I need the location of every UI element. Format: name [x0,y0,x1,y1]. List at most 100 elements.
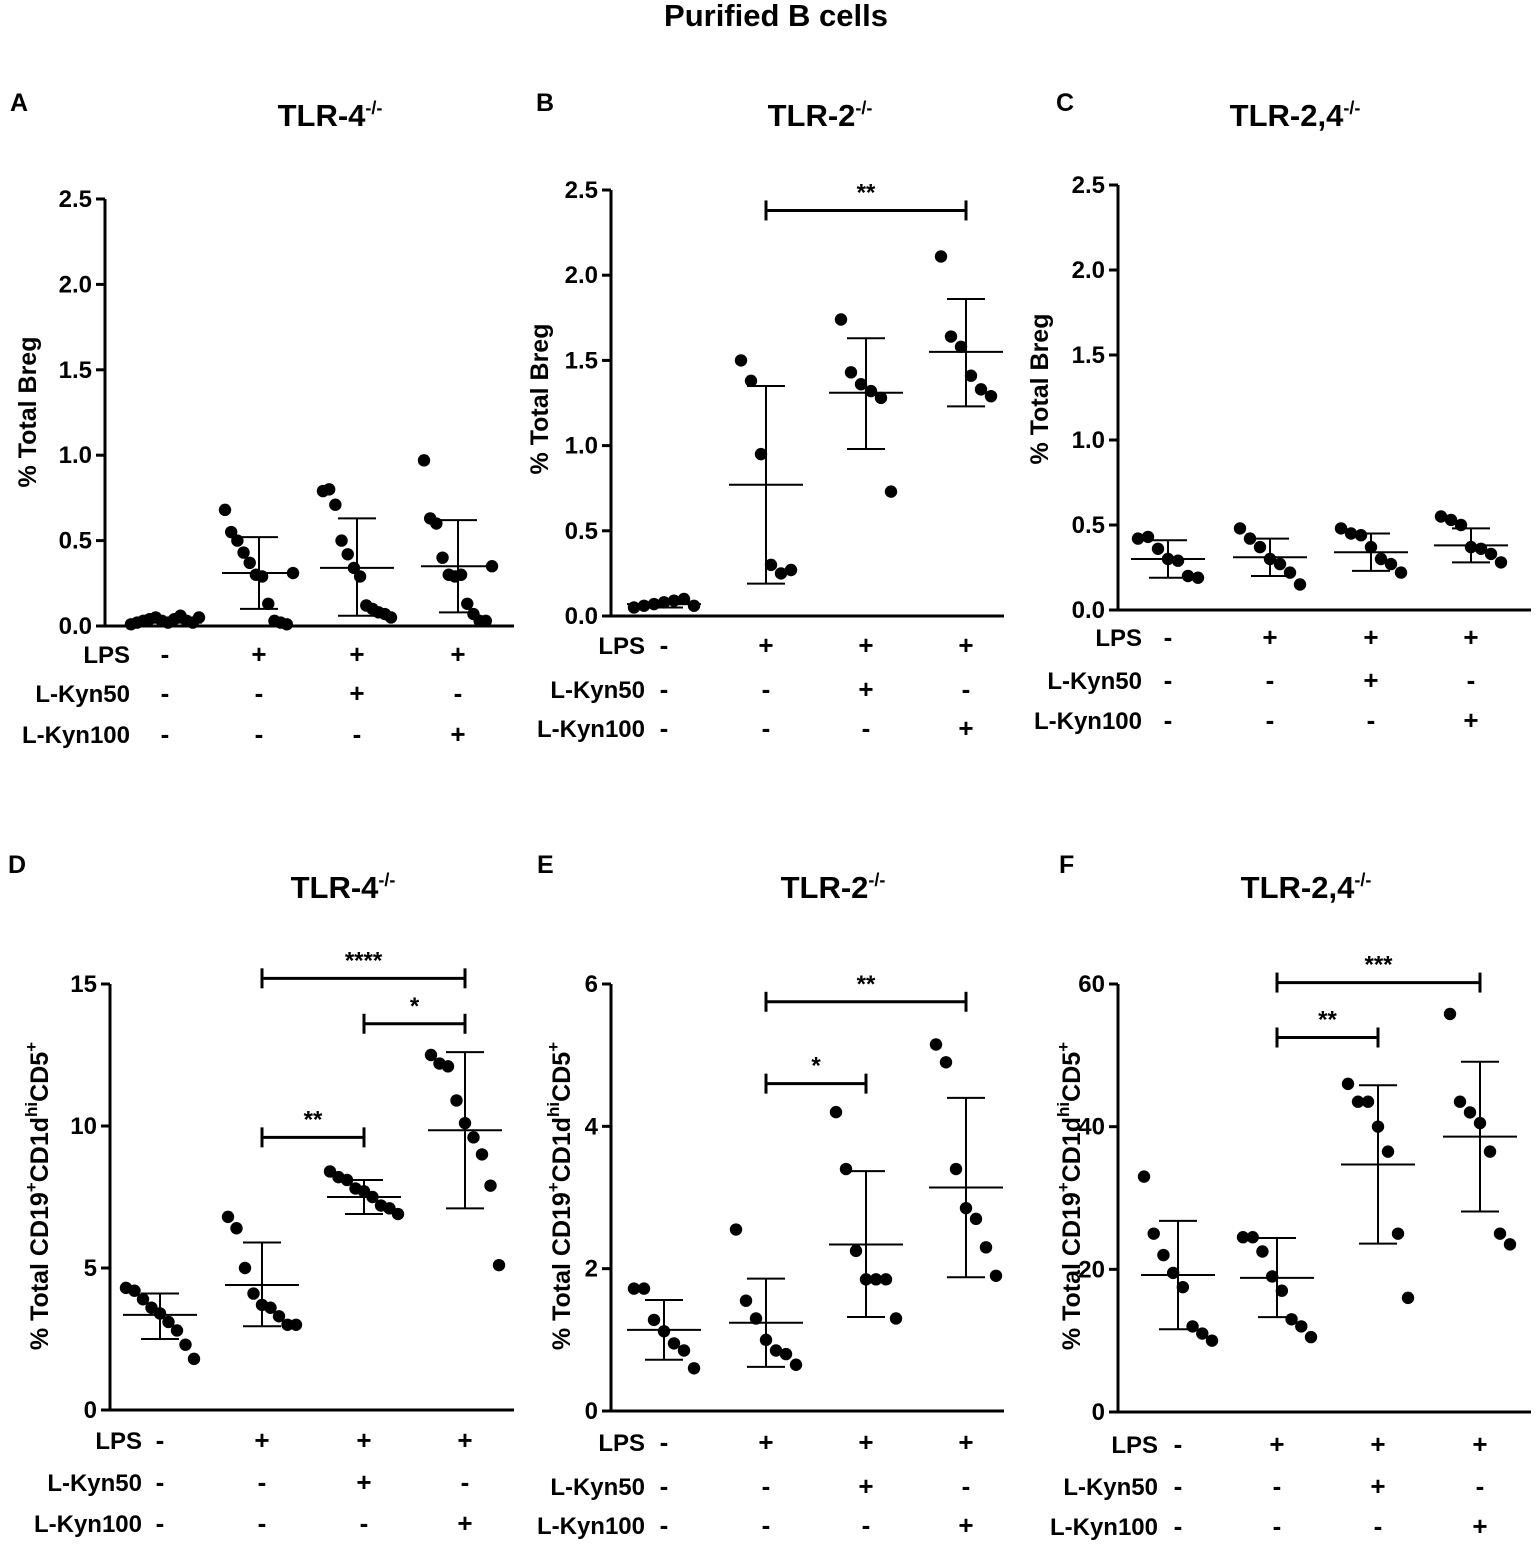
treatment-symbol: + [958,1427,973,1457]
treatment-symbol: - [353,719,362,749]
y-axis-label-part: % Total CD19 [1058,1192,1086,1350]
data-point [889,1312,903,1325]
data-point [979,1241,993,1254]
data-point [289,1318,303,1332]
group-2 [829,313,903,498]
treatment-symbol: - [255,719,264,749]
treatment-symbol: + [958,1510,973,1540]
panel-letter: E [537,851,554,879]
y-axis-label: % Total Breg [1026,314,1054,465]
data-point [335,534,348,547]
group-1 [1233,522,1307,591]
y-tick-label: 2.0 [565,262,598,289]
data-point [667,1337,681,1350]
treatment-symbol: + [450,639,465,669]
data-point [874,391,888,405]
data-point [774,567,788,580]
data-point [834,313,848,326]
data-point [1295,1320,1308,1333]
panel-title-sup: -/- [868,870,885,890]
group-1 [221,1210,303,1332]
data-point [949,1162,963,1176]
data-point [1191,571,1205,584]
row-label: L-Kyn100 [22,722,130,749]
data-point [353,570,367,583]
panel-title-main: TLR-2 [781,870,869,905]
data-point [1131,532,1145,545]
y-tick-label: 10 [70,1113,97,1140]
significance-label: *** [1364,952,1393,979]
y-axis-label-part: CD5 [26,1052,54,1102]
group-1 [729,354,803,585]
panel-title: TLR-2-/- [768,98,873,133]
treatment-symbol: + [356,1425,371,1455]
data-point [884,485,898,498]
data-point [1374,552,1388,566]
data-point [1391,1227,1405,1240]
group-1 [218,503,300,631]
treatment-symbol: - [1273,1471,1282,1501]
data-point [687,599,701,612]
panel-title: TLR-4-/- [291,870,396,905]
treatment-symbol: + [349,639,364,669]
treatment-symbol: + [758,630,773,660]
group-3 [929,250,1003,408]
significance-bracket: **** [260,947,467,989]
data-point [162,1315,175,1329]
y-tick-label: 1.5 [565,347,598,374]
row-label: L-Kyn50 [1047,668,1142,695]
group-2 [1334,522,1408,579]
significance-bracket: ** [764,179,968,221]
significance-bracket: ** [260,1106,366,1148]
y-tick-label: 2.5 [1072,172,1105,199]
treatment-symbol: + [1370,1471,1385,1501]
data-point [1273,557,1287,571]
data-point [136,1293,150,1306]
y-axis-label-part: CD1d [1058,1117,1086,1182]
significance-label: ** [304,1106,323,1133]
treatment-symbol: - [1164,622,1173,652]
group-3 [417,454,499,628]
treatment-symbol: + [758,1427,773,1457]
data-point [864,384,878,398]
treatment-symbol: - [255,678,264,708]
y-axis-label: % Total CD19+CD1dhiCD5+ [544,1042,576,1350]
y-tick-label: 40 [1078,1114,1105,1141]
data-point [939,1056,953,1069]
y-axis-label-part: CD5 [548,1052,576,1102]
data-point [954,340,968,353]
data-point [1494,556,1508,569]
treatment-symbol: + [958,630,973,660]
data-point [230,1222,243,1235]
y-tick-label: 1.0 [565,433,598,460]
data-point [734,354,748,367]
y-tick-label: 2 [585,1256,598,1283]
y-axis-label-sup: + [544,1182,563,1192]
treatment-symbol: - [762,1510,771,1540]
data-point [243,556,256,570]
data-point [281,1318,294,1332]
treatment-symbol: - [258,1467,267,1497]
y-tick-label: 0 [84,1397,97,1424]
data-point [729,1223,743,1236]
y-tick-label: 0.5 [1072,512,1105,539]
data-point [262,597,275,610]
data-point [677,1344,691,1357]
significance-label: ** [857,179,876,206]
panel-title: TLR-2-/- [781,870,886,905]
data-point [749,1312,763,1325]
data-point [264,1301,277,1314]
data-point [764,558,778,572]
treatment-symbol: - [161,719,170,749]
treatment-symbol: - [660,713,669,743]
data-point [247,1287,260,1300]
group-1 [1236,1231,1318,1344]
treatment-symbol: - [962,674,971,704]
treatment-symbol: + [1463,622,1478,652]
treatment-symbol: + [958,713,973,743]
y-tick-label: 1.5 [59,357,92,384]
treatment-symbol: + [858,1471,873,1501]
treatment-symbol: + [254,1425,269,1455]
